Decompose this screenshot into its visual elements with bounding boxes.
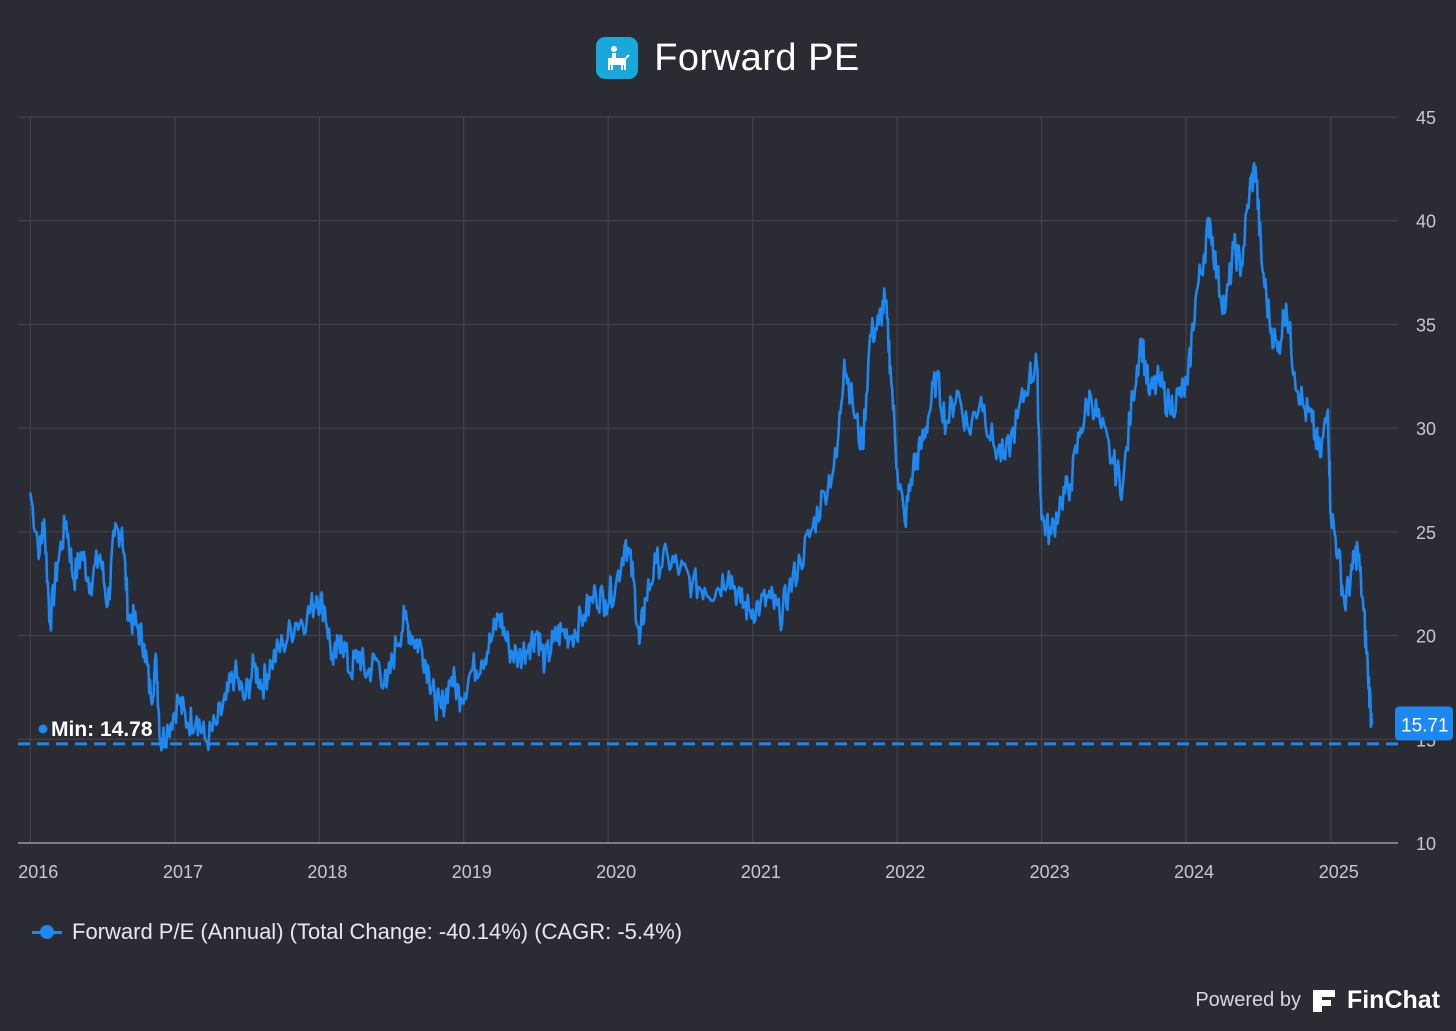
chart-title: Forward PE bbox=[654, 36, 860, 79]
legend-label: Forward P/E (Annual) (Total Change: -40.… bbox=[72, 919, 683, 944]
y-tick-label: 10 bbox=[1416, 834, 1436, 854]
powered-by[interactable]: Powered by FinChat bbox=[1195, 982, 1440, 1018]
x-tick-label: 2016 bbox=[18, 862, 58, 882]
series-line bbox=[29, 162, 1374, 752]
powered-by-label: Powered by bbox=[1195, 988, 1301, 1011]
company-logo-icon bbox=[596, 37, 639, 79]
last-value-label: 15.71 bbox=[1401, 716, 1449, 737]
chart-legend[interactable]: Forward P/E (Annual) (Total Change: -40.… bbox=[32, 915, 682, 949]
x-tick-label: 2025 bbox=[1319, 862, 1359, 882]
x-tick-label: 2021 bbox=[741, 862, 781, 882]
forward-pe-chart: 1015202530354045201620172018201920202021… bbox=[18, 108, 1453, 882]
min-marker bbox=[38, 724, 48, 734]
min-label: Min: 14.78 bbox=[51, 718, 153, 741]
y-tick-label: 40 bbox=[1416, 212, 1436, 232]
last-value-badge bbox=[1395, 706, 1453, 741]
brand-name: FinChat bbox=[1346, 985, 1440, 1014]
x-tick-label: 2023 bbox=[1030, 862, 1070, 882]
legend-marker-icon bbox=[32, 925, 62, 939]
x-tick-label: 2019 bbox=[452, 862, 492, 882]
y-tick-label: 35 bbox=[1416, 315, 1436, 335]
y-tick-label: 25 bbox=[1416, 523, 1436, 543]
y-tick-label: 30 bbox=[1416, 419, 1436, 439]
y-tick-label: 45 bbox=[1416, 108, 1436, 128]
x-tick-label: 2018 bbox=[307, 862, 347, 882]
y-tick-label: 20 bbox=[1416, 627, 1436, 647]
x-tick-label: 2020 bbox=[596, 862, 636, 882]
x-tick-label: 2024 bbox=[1174, 862, 1214, 882]
chart-header: Forward PE bbox=[0, 30, 1456, 86]
finchat-logo-icon bbox=[1312, 990, 1335, 1012]
x-tick-label: 2017 bbox=[163, 862, 203, 882]
x-tick-label: 2022 bbox=[885, 862, 925, 882]
